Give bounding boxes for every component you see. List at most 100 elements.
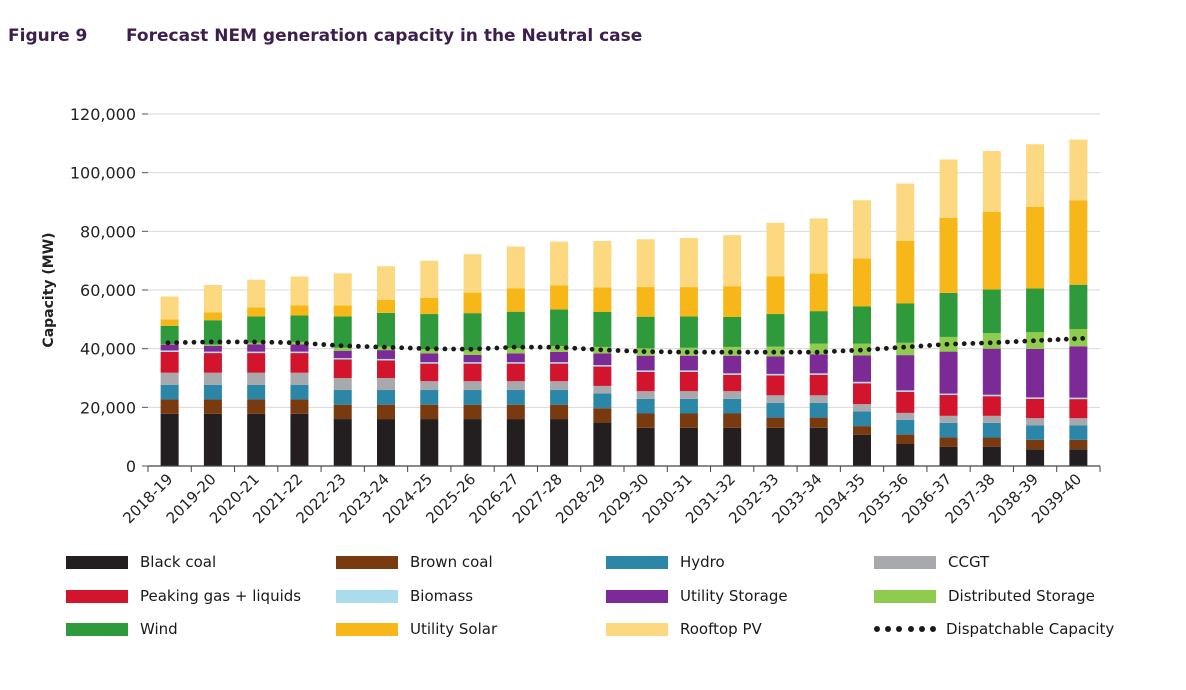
bar-segment-ccgt [982, 415, 1001, 423]
bar-segment-rooftop-pv [982, 150, 1001, 212]
bar-segment-peaking-gas-liquids [853, 383, 871, 405]
bar-segment-wind [377, 312, 395, 347]
dispatchable-capacity-dot [286, 340, 292, 346]
dispatchable-capacity-dot [624, 348, 630, 354]
bar-segment-utility-solar [809, 273, 828, 312]
bar-segment-black-coal [550, 419, 569, 466]
legend-item-black-coal: Black coal [66, 550, 216, 574]
bar-segment-black-coal [679, 427, 698, 466]
dispatchable-capacity-dot [719, 349, 725, 355]
bar-segment-black-coal [1069, 449, 1088, 466]
bar-segment-wind [896, 303, 915, 343]
bar-segment-black-coal [723, 427, 742, 466]
bar-segment-wind [679, 316, 698, 348]
bar-segment-biomass [377, 358, 395, 361]
bar-segment-distributed-storage [420, 349, 439, 354]
bar-segment-rooftop-pv [160, 296, 179, 320]
bar-segment-black-coal [463, 419, 482, 466]
dispatchable-capacity-dot [961, 341, 967, 347]
bar-segment-rooftop-pv [809, 218, 828, 274]
dispatchable-capacity-dot [234, 339, 240, 345]
bar-segment-utility-solar [333, 305, 352, 317]
bar-segment-wind [420, 314, 439, 350]
bar-segment-hydro [203, 384, 222, 400]
legend-label: Rooftop PV [680, 620, 762, 638]
bar-segment-utility-solar [766, 276, 785, 315]
bar-segment-distributed-storage [506, 348, 525, 354]
legend-label: Biomass [410, 587, 474, 605]
dispatchable-capacity-dot [667, 349, 673, 355]
bar-segment-ccgt [463, 381, 482, 391]
dispatchable-capacity-dot [780, 349, 785, 355]
dispatchable-capacity-dot [356, 343, 361, 349]
legend-item-brown-coal: Brown coal [336, 550, 493, 574]
legend-swatch [336, 589, 398, 603]
bar-segment-utility-solar [982, 211, 1001, 290]
bar-segment-biomass [809, 373, 828, 375]
bar-segment-utility-storage [766, 356, 785, 374]
bar-segment-ccgt [723, 391, 742, 399]
bar-segment-peaking-gas-liquids [593, 366, 612, 386]
bar-segment-wind [809, 311, 828, 344]
bar-segment-wind [160, 325, 179, 344]
bar-segment-ccgt [290, 372, 309, 385]
bar-segment-brown-coal [550, 404, 569, 420]
bar-segment-hydro [636, 398, 655, 414]
dispatchable-capacity-dot [347, 343, 353, 349]
bar-segment-utility-storage [982, 348, 1001, 395]
dispatchable-capacity-dot [1055, 337, 1061, 342]
bar-segment-peaking-gas-liquids [982, 396, 1001, 416]
legend-swatch [606, 555, 668, 569]
bar-segment-brown-coal [766, 417, 785, 428]
dispatchable-capacity-dot [702, 349, 707, 355]
bar-segment-brown-coal [593, 408, 612, 423]
dispatchable-capacity-dot [1031, 338, 1036, 344]
legend-label: Utility Storage [680, 587, 788, 605]
bar-segment-rooftop-pv [506, 246, 525, 289]
bar-segment-utility-solar [939, 217, 958, 293]
dispatchable-capacity-dot [970, 340, 976, 346]
dispatchable-capacity-dot [494, 345, 500, 351]
bar-segment-hydro [550, 390, 569, 405]
dispatchable-capacity-dot [693, 349, 699, 355]
bar-segment-ccgt [636, 391, 655, 399]
bar-segment-utility-solar [896, 241, 915, 304]
bar-segment-rooftop-pv [896, 183, 915, 242]
y-tick-label: 60,000 [80, 281, 136, 300]
bar-segment-biomass [463, 362, 482, 364]
dispatchable-capacity-dot [174, 340, 180, 346]
bar-segment-rooftop-pv [377, 266, 395, 300]
bar-segment-black-coal [1026, 449, 1045, 466]
bar-segment-utility-solar [506, 288, 525, 312]
bar-segment-hydro [679, 398, 698, 414]
bar-segment-ccgt [203, 372, 222, 385]
bar-segment-hydro [853, 411, 871, 427]
legend-label: Black coal [140, 553, 217, 571]
legend-dot [907, 626, 914, 632]
legend-item-rooftop-pv: Rooftop PV [606, 617, 762, 641]
dispatchable-capacity-dot [676, 349, 682, 355]
bar-segment-black-coal [247, 413, 266, 466]
bar-segment-peaking-gas-liquids [463, 363, 482, 382]
bar-segment-utility-solar [203, 312, 222, 321]
dispatchable-capacity-dot [468, 346, 474, 352]
bar-segment-peaking-gas-liquids [160, 351, 179, 373]
bar-segment-utility-storage [723, 355, 742, 374]
legend-dot [929, 626, 936, 632]
legend-dot [896, 626, 903, 632]
bar-segment-rooftop-pv [420, 260, 439, 298]
dispatchable-capacity-dot [953, 341, 958, 347]
bar-segment-rooftop-pv [1069, 139, 1088, 201]
bar-segment-black-coal [203, 413, 222, 466]
bar-segment-utility-storage [593, 353, 612, 366]
dispatchable-capacity-dot [1063, 336, 1069, 342]
legend-item-biomass: Biomass [336, 584, 473, 608]
legend-swatch [336, 555, 398, 569]
dispatchable-capacity-dot [399, 345, 405, 351]
dispatchable-capacity-dot [442, 346, 448, 352]
legend-label: Peaking gas + liquids [140, 587, 302, 605]
bar-segment-hydro [290, 384, 309, 400]
bar-segment-brown-coal [939, 437, 958, 447]
bar-segment-hydro [1069, 425, 1088, 440]
dispatchable-capacity-dot [503, 345, 508, 351]
